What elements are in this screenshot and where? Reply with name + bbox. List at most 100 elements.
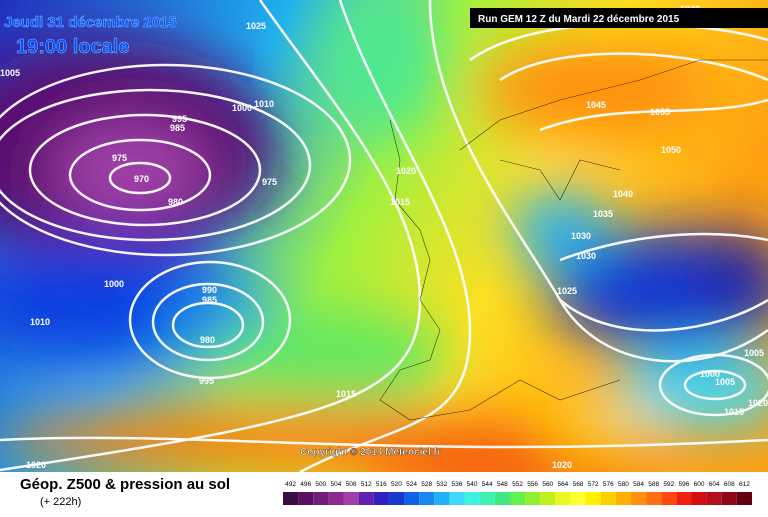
isobar-label: 1015 — [724, 407, 744, 417]
colorbar-label: 560 — [542, 481, 553, 488]
isobar-label: 995 — [172, 114, 187, 124]
footer-lead: (+ 222h) — [40, 496, 81, 508]
isobar-label: 1055 — [650, 107, 670, 117]
colorbar-swatch — [419, 492, 435, 505]
isobar-label: 1005 — [715, 377, 735, 387]
isobar-label: 970 — [134, 174, 149, 184]
colorbar-swatch — [646, 492, 662, 505]
isobar-label: 995 — [199, 376, 214, 386]
colorbar-swatch — [494, 492, 510, 505]
isobar-label: 975 — [262, 177, 277, 187]
colorbar-label: 500 — [315, 481, 326, 488]
isobar-label: 1015 — [336, 389, 356, 399]
colorbar-label: 512 — [361, 481, 372, 488]
colorbar-swatch — [449, 492, 465, 505]
colorbar-swatch — [464, 492, 480, 505]
colorbar-label: 608 — [724, 481, 735, 488]
colorbar-label: 496 — [300, 481, 311, 488]
isobar-label: 1025 — [557, 286, 577, 296]
colorbar-swatch — [600, 492, 616, 505]
isobar-label: 1025 — [246, 21, 266, 31]
copyright: Copyright © 2014 Meteociel.fr — [300, 447, 441, 458]
isobar-label: 980 — [200, 335, 215, 345]
colorbar-swatch — [298, 492, 314, 505]
time: 19:00 locale — [16, 36, 129, 58]
colorbar-swatch — [661, 492, 677, 505]
isobar-label: 1000 — [700, 369, 720, 379]
colorbar-swatch — [404, 492, 420, 505]
colorbar-label: 576 — [603, 481, 614, 488]
colorbar-swatch — [388, 492, 405, 505]
footer-title: Géop. Z500 & pression au sol — [20, 476, 230, 493]
isobar-label: 1020 — [552, 460, 572, 470]
colorbar-label: 548 — [497, 481, 508, 488]
colorbar-label: 508 — [346, 481, 357, 488]
colorbar-label: 492 — [285, 481, 296, 488]
colorbar-label: 556 — [527, 481, 538, 488]
colorbar-swatch — [434, 492, 450, 505]
colorbar: 492 496 500 504 508 512 516 520 524 528 532 536 540 5… — [283, 481, 752, 505]
colorbar-swatch — [630, 492, 647, 505]
isobar-label: 975 — [112, 153, 127, 163]
colorbar-swatch — [373, 492, 389, 505]
colorbar-label: 528 — [421, 481, 432, 488]
isobar-label: 1005 — [0, 68, 20, 78]
field — [0, 0, 768, 472]
colorbar-label: 600 — [694, 481, 705, 488]
colorbar-swatch — [615, 492, 631, 505]
colorbar-swatch — [540, 492, 556, 505]
isobar-label: 1010 — [254, 99, 274, 109]
colorbar-label: 532 — [436, 481, 447, 488]
isobar-label: 1030 — [576, 251, 596, 261]
colorbar-swatch — [313, 492, 329, 505]
colorbar-label: 520 — [391, 481, 402, 488]
isobar-label: 980 — [168, 197, 183, 207]
isobar-label: 1020 — [26, 460, 46, 470]
run-banner — [470, 8, 768, 28]
date: Jeudi 31 décembre 2015 — [4, 14, 177, 31]
colorbar-swatch — [721, 492, 737, 505]
colorbar-swatch — [343, 492, 359, 505]
isobar-label: 1020 — [396, 166, 416, 176]
colorbar-label: 568 — [573, 481, 584, 488]
colorbar-label: 596 — [678, 481, 689, 488]
colorbar-swatch — [509, 492, 526, 505]
colorbar-label: 564 — [557, 481, 568, 488]
colorbar-label: 592 — [663, 481, 674, 488]
colorbar-swatch — [358, 492, 374, 505]
isobar-label: 1005 — [744, 348, 764, 358]
colorbar-label: 504 — [331, 481, 342, 488]
colorbar-swatch — [676, 492, 692, 505]
colorbar-label: 536 — [452, 481, 463, 488]
isobar-label: 1030 — [571, 231, 591, 241]
isobar-label: 985 — [170, 123, 185, 133]
colorbar-swatch — [328, 492, 344, 505]
colorbar-label: 572 — [588, 481, 599, 488]
isobar-label: 1010 — [30, 317, 50, 327]
isobar-label: 1020 — [748, 398, 768, 408]
colorbar-swatch — [706, 492, 722, 505]
isobar-label: 1050 — [661, 145, 681, 155]
colorbar-swatch — [525, 492, 541, 505]
isobar-label: 1045 — [586, 100, 606, 110]
colorbar-label: 524 — [406, 481, 417, 488]
colorbar-label: 544 — [482, 481, 493, 488]
run-info: Run GEM 12 Z du Mardi 22 décembre 2015 — [478, 14, 680, 25]
isobar-label: 1035 — [593, 209, 613, 219]
colorbar-label: 580 — [618, 481, 629, 488]
isobar-label: 1015 — [390, 197, 410, 207]
colorbar-label: 588 — [648, 481, 659, 488]
colorbar-label: 612 — [739, 481, 750, 488]
isobar-label: 985 — [202, 295, 217, 305]
isobar-label: 990 — [202, 285, 217, 295]
colorbar-swatch — [479, 492, 495, 505]
isobar-label: 1040 — [613, 189, 633, 199]
isobar-label: 1000 — [104, 279, 124, 289]
colorbar-label: 584 — [633, 481, 644, 488]
colorbar-swatch — [585, 492, 601, 505]
colorbar-label: 516 — [376, 481, 387, 488]
colorbar-swatch — [570, 492, 586, 505]
colorbar-swatch — [555, 492, 571, 505]
